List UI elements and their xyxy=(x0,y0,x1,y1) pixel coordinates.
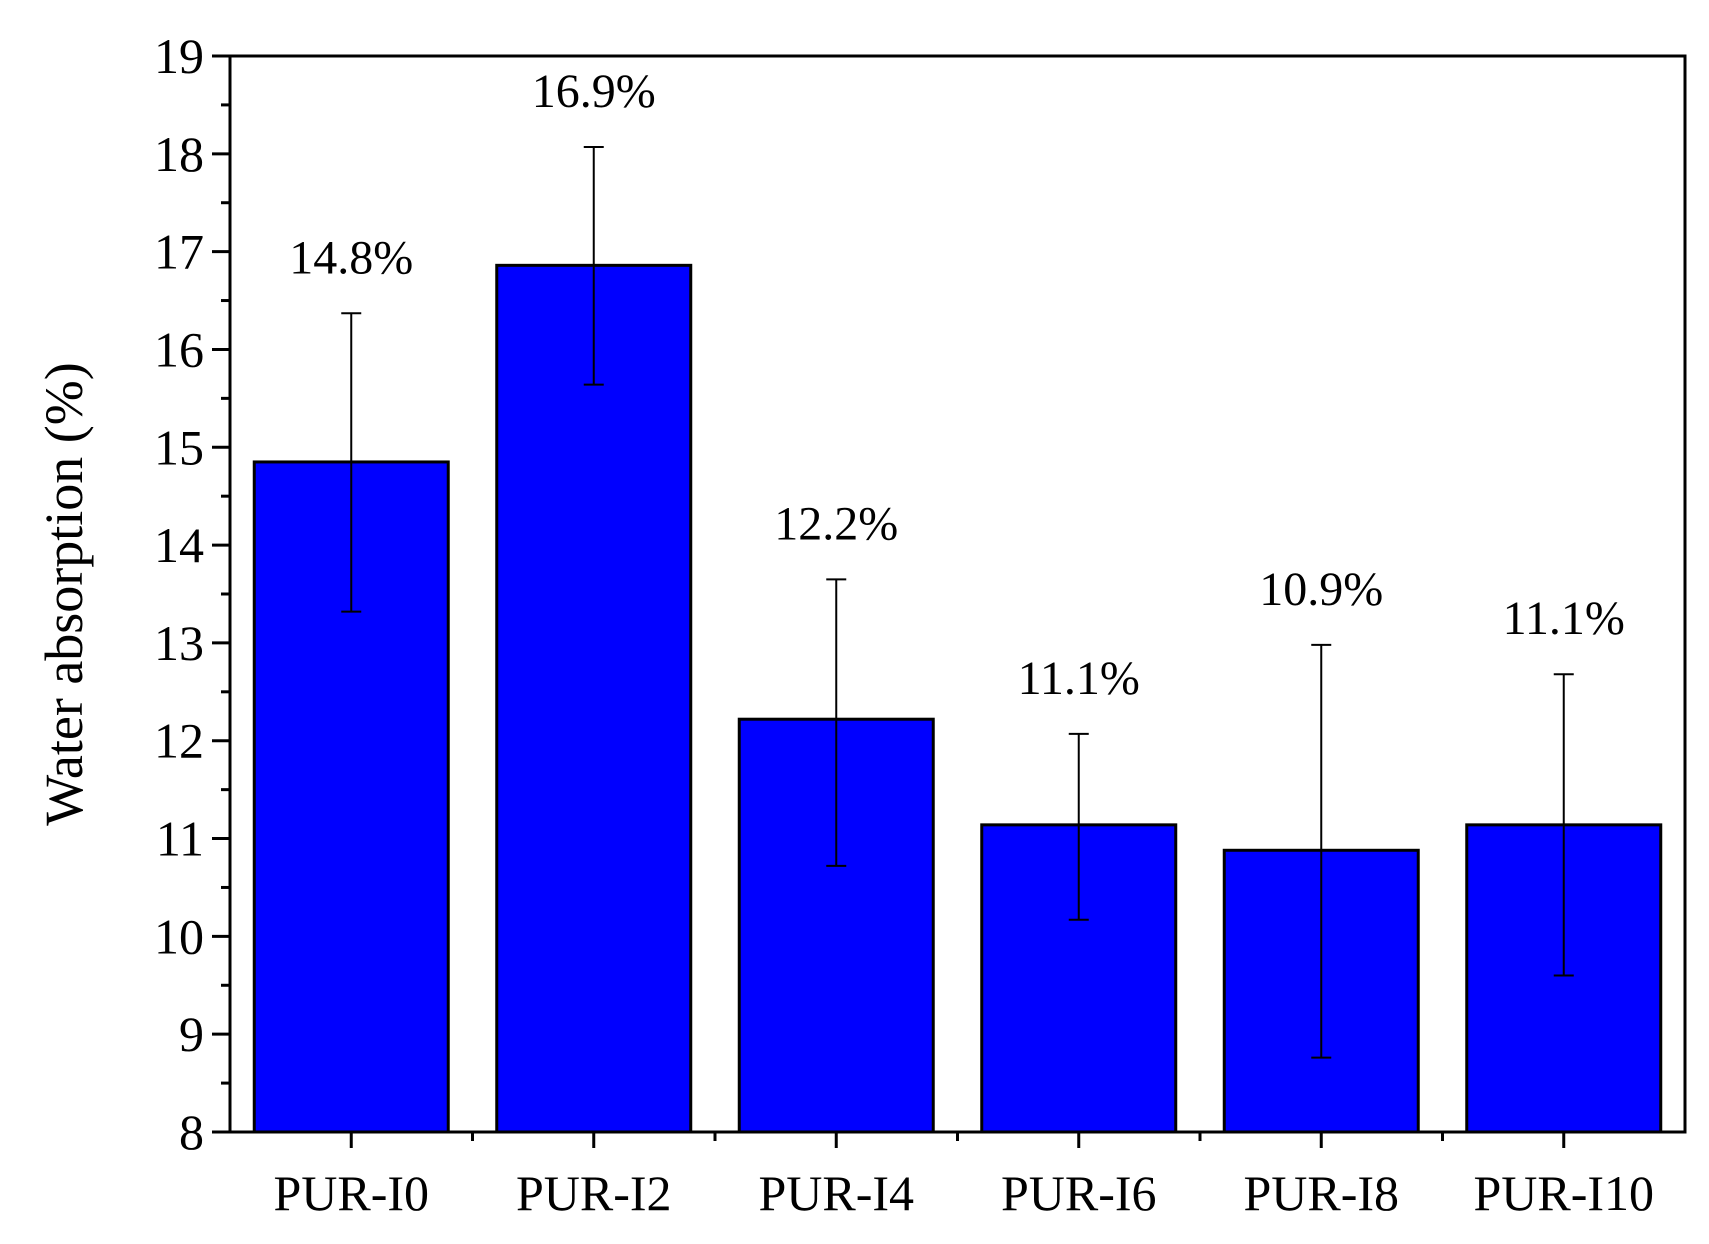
data-label: 14.8% xyxy=(289,231,413,284)
y-tick-label: 12 xyxy=(154,713,204,769)
y-tick-label: 17 xyxy=(154,224,204,280)
y-tick-label: 9 xyxy=(179,1006,204,1062)
x-tick-label: PUR-I2 xyxy=(516,1165,672,1221)
data-label: 11.1% xyxy=(1503,592,1625,645)
y-tick-label: 15 xyxy=(154,419,204,475)
bar xyxy=(495,263,693,1134)
x-tick-label: PUR-I8 xyxy=(1243,1165,1399,1221)
y-tick-label: 16 xyxy=(154,321,204,377)
y-tick-label: 10 xyxy=(154,908,204,964)
data-label: 16.9% xyxy=(532,65,656,118)
x-axis: PUR-I0 PUR-I2 PUR-I4 PUR-I6 PUR-I8 PUR-I10 xyxy=(273,1132,1654,1221)
data-label: 12.2% xyxy=(774,497,898,550)
x-tick-label: PUR-I4 xyxy=(758,1165,914,1221)
x-tick-label: PUR-I10 xyxy=(1473,1165,1654,1221)
data-label: 10.9% xyxy=(1259,563,1383,616)
y-tick-label: 11 xyxy=(156,811,204,867)
bars-layer xyxy=(252,263,1663,1134)
data-labels-layer: 14.8% 16.9% 12.2% 11.1% 10.9% 11.1% xyxy=(289,65,1625,705)
y-axis: 8 9 10 11 12 13 14 15 16 17 18 19 xyxy=(154,28,230,1160)
x-tick-label: PUR-I6 xyxy=(1001,1165,1157,1221)
y-tick-label: 19 xyxy=(154,28,204,84)
y-tick-label: 13 xyxy=(154,615,204,671)
data-label: 11.1% xyxy=(1018,652,1140,705)
y-axis-title: Water absorption (%) xyxy=(34,362,94,825)
y-tick-label: 18 xyxy=(154,126,204,182)
x-tick-label: PUR-I0 xyxy=(273,1165,429,1221)
y-tick-label: 8 xyxy=(179,1104,204,1160)
y-tick-label: 14 xyxy=(154,517,204,573)
error-bars-layer xyxy=(341,145,1574,1059)
